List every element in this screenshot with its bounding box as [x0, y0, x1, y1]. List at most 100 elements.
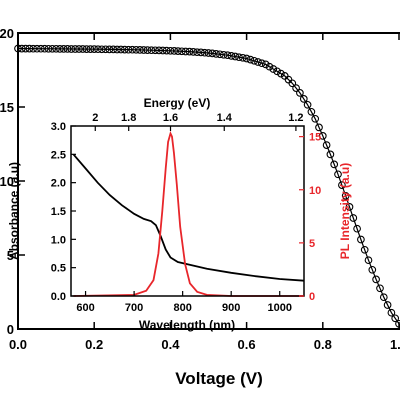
inset-x-tick-label: 1000 — [267, 302, 291, 314]
main-y-tick-label: 0 — [7, 322, 14, 337]
jv-data-point — [368, 265, 377, 274]
jv-data-point — [326, 150, 335, 159]
jv-data-point — [139, 46, 148, 54]
jv-data-point — [238, 53, 247, 62]
inset-x-tick-label: 800 — [173, 302, 191, 314]
jv-data-point — [136, 46, 144, 54]
jv-data-point — [360, 245, 369, 254]
jv-data-point — [200, 48, 209, 57]
jv-data-point — [40, 44, 49, 53]
jv-data-point — [227, 52, 236, 60]
jv-data-point — [132, 45, 140, 54]
inset-top-axis-label: Energy (eV) — [144, 96, 211, 110]
jv-data-point — [189, 48, 198, 56]
main-jv-series — [14, 44, 400, 330]
jv-data-point — [254, 58, 262, 66]
main-x-tick-label: 0.2 — [85, 337, 103, 352]
jv-data-point — [120, 45, 129, 54]
jv-data-point — [166, 46, 175, 55]
jv-data-point — [349, 214, 358, 222]
jv-data-point — [162, 46, 171, 55]
inset-x-tick-label: 600 — [76, 302, 94, 314]
jv-data-point — [155, 46, 163, 55]
main-x-tick-label: 0.6 — [238, 337, 256, 352]
main-y-tick-label: 10 — [0, 174, 14, 189]
jv-data-point — [67, 45, 76, 53]
jv-data-point — [212, 50, 220, 58]
jv-data-point — [273, 67, 281, 76]
inset-y2-tick-label: 15 — [309, 132, 321, 144]
jv-data-point — [391, 314, 400, 323]
jv-data-point — [376, 284, 384, 293]
main-x-tick-label: 0.4 — [161, 337, 180, 352]
jv-data-point — [345, 203, 354, 211]
jv-data-point — [387, 308, 396, 317]
jv-data-point — [105, 45, 114, 54]
jv-data-point — [357, 235, 365, 244]
inset-left-axis-label: Absorbance (a.u) — [7, 162, 21, 260]
inset-top-tick-label: 1.8 — [121, 112, 136, 124]
inset-x-tick-label: 900 — [222, 302, 240, 314]
jv-data-point — [124, 45, 133, 54]
jv-data-point — [117, 45, 125, 54]
jv-data-point — [147, 46, 156, 55]
jv-data-point — [204, 49, 213, 57]
inset-right-axis-label: PL Intensity (a.u) — [338, 163, 352, 259]
jv-data-point — [143, 46, 152, 54]
jv-data-point — [37, 44, 45, 53]
jv-data-point — [71, 45, 80, 53]
jv-data-point — [56, 45, 64, 53]
jv-data-point — [292, 84, 300, 92]
jv-data-point — [277, 69, 285, 78]
main-x-tick-label: 1.0 — [390, 337, 400, 352]
jv-data-point — [158, 46, 167, 55]
jv-data-point — [109, 45, 118, 54]
jv-data-point — [372, 275, 380, 284]
inset-top-tick-label: 1.4 — [217, 112, 233, 124]
main-y-tick-label: 20 — [0, 26, 14, 41]
inset-series — [72, 130, 305, 297]
jv-data-point — [177, 47, 186, 56]
jv-data-point — [288, 79, 297, 88]
jv-data-point — [208, 49, 217, 58]
inset-axis-ticks: 600 700 800 900 1000 2 1.8 1.6 1.4 1.2 0.0 0.5 1.0 1.… — [51, 112, 322, 314]
jv-data-point — [341, 191, 350, 200]
jv-data-point — [29, 44, 38, 53]
inset-y-tick-label: 1.0 — [51, 234, 66, 246]
jv-data-point — [44, 44, 53, 53]
jv-data-point — [379, 293, 388, 302]
jv-data-point — [318, 132, 327, 140]
jv-data-point — [197, 48, 205, 57]
main-x-axis-label: Voltage (V) — [175, 369, 263, 388]
inset-y-tick-label: 1.5 — [51, 206, 66, 218]
jv-data-point — [90, 45, 99, 53]
jv-data-point — [299, 95, 308, 103]
jv-data-point — [59, 45, 68, 53]
jv-data-point — [63, 45, 72, 53]
jv-data-point — [296, 89, 304, 97]
jv-data-point — [364, 256, 373, 265]
jv-data-point — [170, 47, 179, 55]
inset-top-tick-label: 1.2 — [288, 112, 303, 124]
jv-data-point — [353, 224, 361, 233]
inset-y-tick-label: 3.0 — [51, 121, 66, 133]
jv-data-point — [181, 47, 190, 56]
jv-data-point — [330, 160, 339, 169]
jv-data-point — [219, 50, 228, 59]
jv-data-point — [33, 44, 41, 53]
jv-data-point — [48, 44, 57, 53]
jv-data-point — [151, 46, 160, 55]
jv-data-point — [174, 47, 182, 55]
jv-data-point — [315, 123, 323, 132]
inset-y2-tick-label: 5 — [309, 238, 315, 250]
jv-data-point — [311, 114, 320, 123]
inset-top-tick-label: 2 — [92, 112, 98, 124]
jv-data-point — [94, 45, 102, 54]
inset-y-tick-label: 0.0 — [51, 291, 66, 303]
jv-data-point — [257, 59, 266, 68]
pl-curve — [73, 130, 304, 297]
jv-data-point — [246, 55, 255, 64]
jv-data-point — [269, 65, 278, 73]
jv-data-point — [21, 44, 30, 53]
